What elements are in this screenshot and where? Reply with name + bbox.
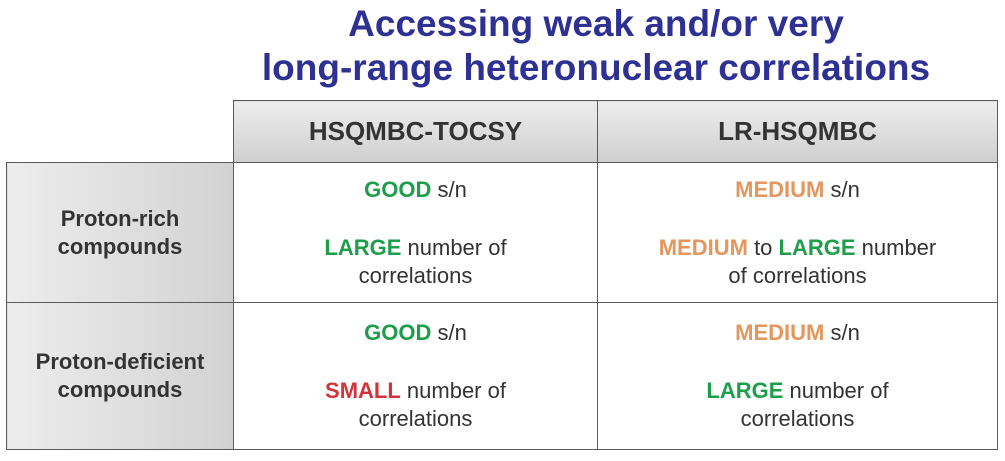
rating-suffix: s/n xyxy=(824,320,860,345)
cell-proton-rich-hsqmbc-tocsy: GOOD s/n LARGE number of correlations xyxy=(233,162,598,303)
comparison-table: HSQMBC-TOCSY LR-HSQMBC Proton-rich compo… xyxy=(6,100,998,450)
rating-word: MEDIUM xyxy=(735,176,825,202)
correlation-count-line2: correlations xyxy=(358,406,473,431)
col-header-lr-hsqmbc: LR-HSQMBC xyxy=(597,100,998,163)
rating-suffix: s/n xyxy=(431,176,467,202)
cell-proton-rich-lr-hsqmbc: MEDIUM s/n MEDIUM to LARGE number of cor… xyxy=(597,162,998,303)
correlation-count: SMALL number of xyxy=(234,377,597,405)
row-header-line: compounds xyxy=(57,377,183,402)
count-suffix: number xyxy=(855,234,937,260)
count-word: SMALL xyxy=(325,378,401,403)
rating-word: GOOD xyxy=(364,320,432,345)
correlation-count: LARGE number of xyxy=(234,234,597,262)
count-word: LARGE xyxy=(324,234,402,260)
rating-suffix: s/n xyxy=(431,320,467,345)
cell-proton-deficient-lr-hsqmbc: MEDIUM s/n LARGE number of correlations xyxy=(597,302,998,450)
col-header-hsqmbc-tocsy: HSQMBC-TOCSY xyxy=(233,100,598,163)
count-word: LARGE xyxy=(706,378,784,403)
row-header-proton-deficient: Proton-deficient compounds xyxy=(6,302,234,450)
count-word-a: MEDIUM xyxy=(658,234,748,260)
rating-suffix: s/n xyxy=(824,176,860,202)
row-header-line: compounds xyxy=(57,233,183,259)
count-word-b: LARGE xyxy=(778,234,856,260)
header-row: HSQMBC-TOCSY LR-HSQMBC xyxy=(6,100,998,163)
corner-cell xyxy=(6,100,234,163)
correlation-count: LARGE number of xyxy=(598,377,997,405)
count-suffix: number of xyxy=(400,378,506,403)
sn-rating: GOOD s/n xyxy=(234,319,597,347)
rating-word: GOOD xyxy=(364,176,432,202)
cell-proton-deficient-hsqmbc-tocsy: GOOD s/n SMALL number of correlations xyxy=(233,302,598,450)
row-header-line: Proton-rich xyxy=(60,205,180,231)
count-suffix: number of xyxy=(783,378,889,403)
row-header-proton-rich: Proton-rich compounds xyxy=(6,162,234,303)
correlation-count-line2: correlations xyxy=(740,406,855,431)
title-line-1: Accessing weak and/or very xyxy=(348,3,844,44)
row-header-line: Proton-deficient xyxy=(35,349,205,374)
rating-word: MEDIUM xyxy=(735,320,825,345)
sn-rating: GOOD s/n xyxy=(234,176,597,204)
sn-rating: MEDIUM s/n xyxy=(598,176,997,204)
count-suffix: number of xyxy=(401,234,507,260)
title-line-2: long-range heteronuclear correlations xyxy=(261,47,931,88)
table-row: Proton-rich compounds GOOD s/n LARGE num… xyxy=(6,162,998,303)
correlation-count-line2: of correlations xyxy=(728,262,867,288)
count-mid: to xyxy=(747,234,779,260)
sn-rating: MEDIUM s/n xyxy=(598,319,997,347)
correlation-count: MEDIUM to LARGE number xyxy=(598,234,997,262)
correlation-count-line2: correlations xyxy=(358,262,473,288)
page-title: Accessing weak and/or very long-range he… xyxy=(236,2,956,90)
table-row: Proton-deficient compounds GOOD s/n SMAL… xyxy=(6,302,998,450)
